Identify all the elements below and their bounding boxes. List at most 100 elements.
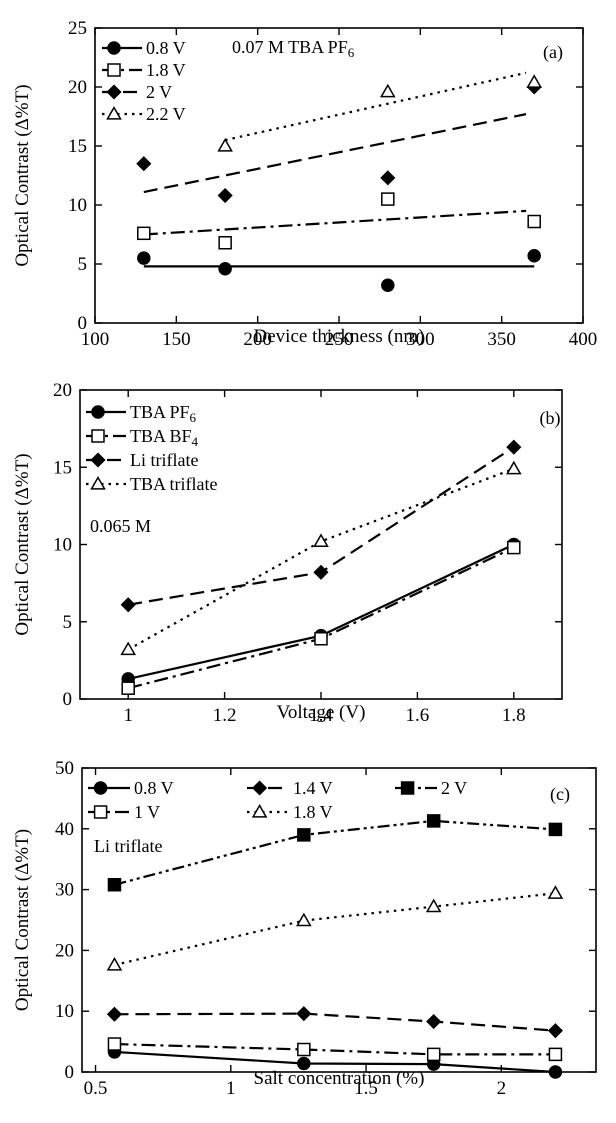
- y-tick-label: 0: [78, 313, 88, 334]
- x-tick-label: 1.6: [406, 705, 430, 726]
- x-tick-label: 1.2: [213, 705, 237, 726]
- y-tick-label: 5: [63, 612, 73, 633]
- data-point: [297, 828, 311, 842]
- series-line: [114, 1042, 556, 1056]
- data-point: [297, 1056, 311, 1071]
- legend-marker: [90, 452, 106, 468]
- y-tick-label: 30: [55, 880, 74, 901]
- legend-marker: [91, 429, 105, 443]
- y-tick-label: 10: [55, 1001, 74, 1022]
- x-tick-label: 400: [569, 329, 598, 350]
- legend-label: 0.8 V: [146, 38, 186, 58]
- panel-label: (b): [540, 408, 561, 429]
- x-tick-label: 300: [406, 329, 435, 350]
- legend-marker: [107, 63, 121, 77]
- chart-panel-a: 100 150 200 250 300 350 400 0 5 10 15 20 25 Device th…: [12, 18, 597, 350]
- data-point: [217, 137, 233, 152]
- legend-marker: [106, 84, 122, 100]
- legend-label: 1.8 V: [293, 802, 333, 822]
- legend: 0.8 V 1 V 1.4 V 1.8 V 2 V: [88, 778, 467, 822]
- legend: 0.8 V1.8 V2 V2.2 V: [102, 38, 186, 124]
- x-tick-label: 100: [81, 329, 110, 350]
- x-axis-label: Voltage (V): [277, 702, 366, 723]
- legend-marker: [91, 405, 105, 419]
- data-point: [426, 814, 441, 828]
- x-tick-label: 1: [226, 1078, 236, 1099]
- data-point: [313, 564, 329, 580]
- legend-label: 2 V: [146, 82, 172, 102]
- data-point: [380, 83, 396, 98]
- data-point: [137, 251, 151, 265]
- series-1: [121, 540, 521, 695]
- data-point: [120, 641, 136, 656]
- y-tick-label: 25: [68, 18, 87, 39]
- series-line: [114, 892, 556, 967]
- data-point: [106, 956, 123, 971]
- legend-marker: [93, 781, 108, 795]
- data-point: [547, 1023, 563, 1039]
- x-tick-label: 2: [497, 1078, 507, 1099]
- x-tick-label: 1.5: [354, 1078, 378, 1099]
- data-point: [548, 1065, 563, 1079]
- x-tick-label: 1: [123, 705, 133, 726]
- legend-marker: [400, 781, 415, 795]
- y-tick-label: 20: [55, 940, 74, 961]
- series-3: [106, 885, 564, 971]
- data-point: [548, 1047, 563, 1062]
- y-axis-label: Optical Contrast (Δ%T): [12, 829, 33, 1011]
- panel-label: (c): [550, 784, 570, 805]
- series-0: [137, 248, 541, 292]
- y-tick-label: 20: [53, 380, 72, 401]
- legend-marker: [93, 805, 108, 819]
- x-tick-label: 1.4: [309, 705, 333, 726]
- series-line: [114, 819, 556, 886]
- x-axis-label: Device thickness (nm): [254, 326, 425, 347]
- series-line: [114, 1012, 556, 1032]
- y-axis-label: Optical Contrast (Δ%T): [12, 453, 33, 635]
- data-point: [217, 187, 233, 204]
- annotation: 0.07 M TBA PF6: [232, 37, 355, 60]
- data-point: [314, 631, 328, 646]
- panel-label: (a): [543, 42, 563, 63]
- y-tick-label: 20: [68, 77, 87, 98]
- data-point: [297, 1042, 311, 1057]
- legend-label: TBA BF4: [130, 426, 199, 449]
- data-point: [426, 1013, 442, 1030]
- data-point: [107, 1037, 122, 1051]
- series-line: [143, 209, 527, 236]
- series-3: [120, 460, 522, 656]
- data-point: [507, 540, 521, 555]
- series-line: [128, 446, 515, 606]
- data-point: [120, 597, 136, 613]
- y-tick-label: 15: [68, 136, 87, 157]
- legend-label: TBA PF6: [130, 402, 197, 425]
- series-2: [120, 439, 522, 613]
- x-tick-label: 150: [162, 329, 191, 350]
- data-point: [506, 460, 522, 475]
- data-point: [547, 885, 564, 899]
- plot-frame: [81, 767, 597, 1073]
- legend-label: 1.8 V: [146, 60, 186, 80]
- data-point: [426, 1047, 441, 1062]
- x-axis-label: Salt concentration (%): [254, 1068, 425, 1089]
- data-point: [526, 74, 542, 88]
- data-point: [296, 912, 312, 927]
- chart-panel-b: 1 1.2 1.4 1.6 1.8 0 5 10 15 20 Voltage (V) Optical …: [12, 380, 563, 726]
- data-point: [106, 1006, 123, 1022]
- y-tick-label: 40: [55, 819, 74, 840]
- legend-label: 2 V: [441, 778, 467, 798]
- y-tick-label: 0: [63, 689, 73, 710]
- legend-label: 1.4 V: [293, 778, 333, 798]
- data-point: [136, 156, 152, 172]
- data-point: [137, 226, 151, 241]
- x-tick-label: 350: [487, 329, 516, 350]
- data-point: [527, 214, 541, 229]
- y-axis-label: Optical Contrast (Δ%T): [12, 84, 33, 266]
- series-4: [107, 814, 563, 892]
- annotation: Li triflate: [94, 836, 162, 856]
- y-tick-label: 5: [78, 254, 88, 275]
- data-point: [313, 533, 329, 548]
- y-tick-label: 0: [65, 1062, 75, 1083]
